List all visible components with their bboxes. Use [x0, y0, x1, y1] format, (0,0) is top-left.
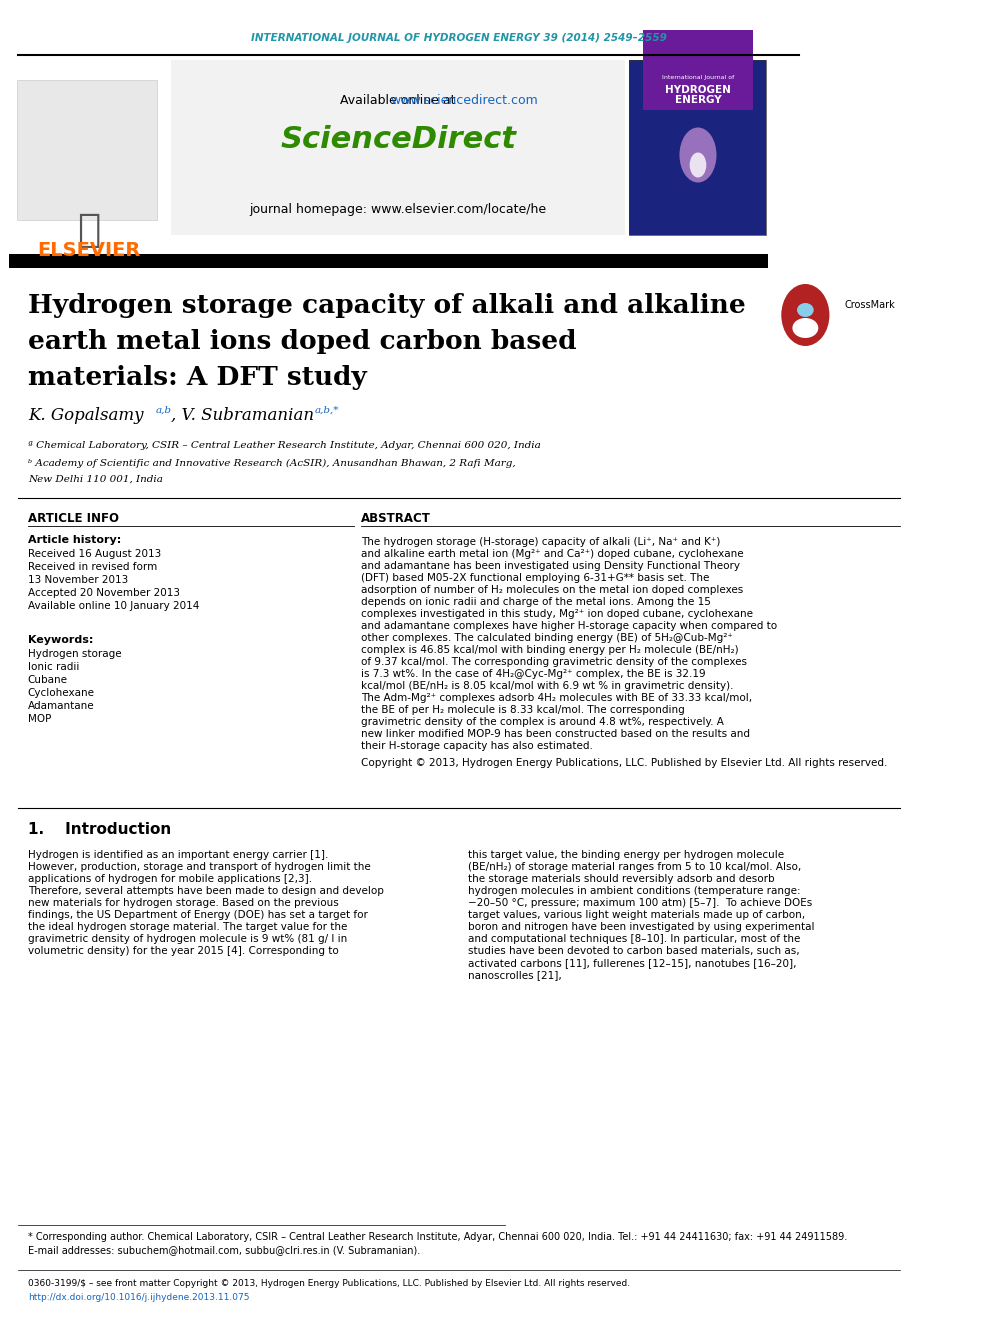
- Text: (BE/nH₂) of storage material ranges from 5 to 10 kcal/mol. Also,: (BE/nH₂) of storage material ranges from…: [468, 863, 802, 872]
- Text: kcal/mol (BE/nH₂ is 8.05 kcal/mol with 6.9 wt % in gravimetric density).: kcal/mol (BE/nH₂ is 8.05 kcal/mol with 6…: [361, 681, 733, 691]
- Text: 🌳: 🌳: [77, 210, 100, 249]
- Text: International Journal of: International Journal of: [662, 75, 734, 81]
- Text: CrossMark: CrossMark: [844, 300, 895, 310]
- Text: boron and nitrogen have been investigated by using experimental: boron and nitrogen have been investigate…: [468, 922, 814, 931]
- Text: complex is 46.85 kcal/mol with binding energy per H₂ molecule (BE/nH₂): complex is 46.85 kcal/mol with binding e…: [361, 646, 739, 655]
- Text: −20–50 °C, pressure; maximum 100 atm) [5–7].  To achieve DOEs: −20–50 °C, pressure; maximum 100 atm) [5…: [468, 898, 812, 908]
- Text: Cubane: Cubane: [28, 675, 67, 685]
- Bar: [644, 30, 753, 110]
- Text: volumetric density) for the year 2015 [4]. Corresponding to: volumetric density) for the year 2015 [4…: [28, 946, 338, 957]
- Text: nanoscrolles [21],: nanoscrolles [21],: [468, 970, 562, 980]
- Text: Hydrogen storage capacity of alkali and alkaline: Hydrogen storage capacity of alkali and …: [28, 292, 746, 318]
- Text: http://dx.doi.org/10.1016/j.ijhydene.2013.11.075: http://dx.doi.org/10.1016/j.ijhydene.201…: [28, 1294, 249, 1303]
- Text: Hydrogen storage: Hydrogen storage: [28, 650, 121, 659]
- Text: Available online at: Available online at: [340, 94, 455, 106]
- Text: ARTICLE INFO: ARTICLE INFO: [28, 512, 119, 524]
- Text: the storage materials should reversibly adsorb and desorb: the storage materials should reversibly …: [468, 875, 775, 884]
- Text: * Corresponding author. Chemical Laboratory, CSIR – Central Leather Research Ins: * Corresponding author. Chemical Laborat…: [28, 1232, 847, 1242]
- Ellipse shape: [782, 284, 829, 347]
- Text: www.sciencedirect.com: www.sciencedirect.com: [391, 94, 539, 106]
- Text: a,b: a,b: [156, 406, 172, 414]
- Text: and adamantane has been investigated using Density Functional Theory: and adamantane has been investigated usi…: [361, 561, 740, 572]
- Text: INTERNATIONAL JOURNAL OF HYDROGEN ENERGY 39 (2014) 2549–2559: INTERNATIONAL JOURNAL OF HYDROGEN ENERGY…: [251, 33, 667, 44]
- Text: , V. Subramanian: , V. Subramanian: [172, 406, 314, 423]
- Text: journal homepage: www.elsevier.com/locate/he: journal homepage: www.elsevier.com/locat…: [250, 204, 547, 217]
- Text: Therefore, several attempts have been made to design and develop: Therefore, several attempts have been ma…: [28, 886, 384, 896]
- Text: New Delhi 110 001, India: New Delhi 110 001, India: [28, 475, 163, 483]
- Text: ELSEVIER: ELSEVIER: [37, 241, 141, 259]
- Text: this target value, the binding energy per hydrogen molecule: this target value, the binding energy pe…: [468, 849, 785, 860]
- Text: The hydrogen storage (H-storage) capacity of alkali (Li⁺, Na⁺ and K⁺): The hydrogen storage (H-storage) capacit…: [361, 537, 720, 546]
- Text: applications of hydrogen for mobile applications [2,3].: applications of hydrogen for mobile appl…: [28, 875, 311, 884]
- Text: studies have been devoted to carbon based materials, such as,: studies have been devoted to carbon base…: [468, 946, 800, 957]
- Ellipse shape: [793, 318, 818, 337]
- Text: and adamantane complexes have higher H-storage capacity when compared to: and adamantane complexes have higher H-s…: [361, 620, 777, 631]
- Text: gravimetric density of the complex is around 4.8 wt%, respectively. A: gravimetric density of the complex is ar…: [361, 717, 724, 728]
- Text: gravimetric density of hydrogen molecule is 9 wt% (81 g/ l in: gravimetric density of hydrogen molecule…: [28, 934, 347, 945]
- Text: 13 November 2013: 13 November 2013: [28, 576, 128, 585]
- Text: ENERGY: ENERGY: [675, 95, 721, 105]
- Ellipse shape: [797, 303, 813, 318]
- Text: MOP: MOP: [28, 714, 52, 724]
- Bar: [630, 60, 767, 235]
- Text: ScienceDirect: ScienceDirect: [280, 126, 516, 155]
- Text: new materials for hydrogen storage. Based on the previous: new materials for hydrogen storage. Base…: [28, 898, 338, 908]
- Text: materials: A DFT study: materials: A DFT study: [28, 365, 366, 389]
- Text: Copyright © 2013, Hydrogen Energy Publications, LLC. Published by Elsevier Ltd. : Copyright © 2013, Hydrogen Energy Public…: [361, 758, 888, 767]
- Text: hydrogen molecules in ambient conditions (temperature range:: hydrogen molecules in ambient conditions…: [468, 886, 801, 896]
- Text: complexes investigated in this study, Mg²⁺ ion doped cubane, cyclohexane: complexes investigated in this study, Mg…: [361, 609, 753, 619]
- Text: depends on ionic radii and charge of the metal ions. Among the 15: depends on ionic radii and charge of the…: [361, 597, 711, 607]
- Text: the BE of per H₂ molecule is 8.33 kcal/mol. The corresponding: the BE of per H₂ molecule is 8.33 kcal/m…: [361, 705, 684, 714]
- Text: ª Chemical Laboratory, CSIR – Central Leather Research Institute, Adyar, Chennai: ª Chemical Laboratory, CSIR – Central Le…: [28, 441, 541, 450]
- Text: new linker modified MOP-9 has been constructed based on the results and: new linker modified MOP-9 has been const…: [361, 729, 750, 740]
- Text: Article history:: Article history:: [28, 534, 121, 545]
- Text: E-mail addresses: subuchem@hotmail.com, subbu@clri.res.in (V. Subramanian).: E-mail addresses: subuchem@hotmail.com, …: [28, 1245, 420, 1256]
- Text: ᵇ Academy of Scientific and Innovative Research (AcSIR), Anusandhan Bhawan, 2 Ra: ᵇ Academy of Scientific and Innovative R…: [28, 459, 516, 467]
- Text: and alkaline earth metal ion (Mg²⁺ and Ca²⁺) doped cubane, cyclohexane: and alkaline earth metal ion (Mg²⁺ and C…: [361, 549, 744, 560]
- Text: their H-storage capacity has also estimated.: their H-storage capacity has also estima…: [361, 741, 593, 751]
- Text: Ionic radii: Ionic radii: [28, 662, 79, 672]
- Ellipse shape: [680, 127, 716, 183]
- Text: ABSTRACT: ABSTRACT: [361, 512, 431, 524]
- Text: the ideal hydrogen storage material. The target value for the: the ideal hydrogen storage material. The…: [28, 922, 347, 931]
- Text: The Adm-Mg²⁺ complexes adsorb 4H₂ molecules with BE of 33.33 kcal/mol,: The Adm-Mg²⁺ complexes adsorb 4H₂ molecu…: [361, 693, 752, 703]
- Text: 0360-3199/$ – see front matter Copyright © 2013, Hydrogen Energy Publications, L: 0360-3199/$ – see front matter Copyright…: [28, 1278, 630, 1287]
- Text: (DFT) based M05-2X functional employing 6-31+G** basis set. The: (DFT) based M05-2X functional employing …: [361, 573, 709, 583]
- Text: HYDROGEN: HYDROGEN: [665, 85, 731, 95]
- Bar: [9, 60, 167, 235]
- Ellipse shape: [689, 152, 706, 177]
- Text: However, production, storage and transport of hydrogen limit the: However, production, storage and transpo…: [28, 863, 371, 872]
- Text: other complexes. The calculated binding energy (BE) of 5H₂@Cub-Mg²⁺: other complexes. The calculated binding …: [361, 632, 733, 643]
- Bar: [17, 79, 158, 220]
- Text: Received in revised form: Received in revised form: [28, 562, 157, 572]
- Text: adsorption of number of H₂ molecules on the metal ion doped complexes: adsorption of number of H₂ molecules on …: [361, 585, 743, 595]
- Text: Keywords:: Keywords:: [28, 635, 93, 646]
- Bar: [630, 60, 767, 235]
- Text: target values, various light weight materials made up of carbon,: target values, various light weight mate…: [468, 910, 806, 919]
- Text: Received 16 August 2013: Received 16 August 2013: [28, 549, 161, 560]
- Text: a,b,*: a,b,*: [314, 406, 339, 414]
- Text: K. Gopalsamy: K. Gopalsamy: [28, 406, 143, 423]
- Text: Cyclohexane: Cyclohexane: [28, 688, 95, 699]
- Text: Accepted 20 November 2013: Accepted 20 November 2013: [28, 587, 180, 598]
- Text: and computational techniques [8–10]. In particular, most of the: and computational techniques [8–10]. In …: [468, 934, 801, 945]
- Text: of 9.37 kcal/mol. The corresponding gravimetric density of the complexes: of 9.37 kcal/mol. The corresponding grav…: [361, 658, 747, 667]
- Bar: [9, 254, 769, 269]
- Bar: [172, 60, 625, 235]
- Text: is 7.3 wt%. In the case of 4H₂@Cyc-Mg²⁺ complex, the BE is 32.19: is 7.3 wt%. In the case of 4H₂@Cyc-Mg²⁺ …: [361, 669, 705, 679]
- Text: Adamantane: Adamantane: [28, 701, 94, 710]
- Text: 1.    Introduction: 1. Introduction: [28, 823, 171, 837]
- Text: Hydrogen is identified as an important energy carrier [1].: Hydrogen is identified as an important e…: [28, 849, 328, 860]
- Text: activated carbons [11], fullerenes [12–15], nanotubes [16–20],: activated carbons [11], fullerenes [12–1…: [468, 958, 797, 968]
- Text: earth metal ions doped carbon based: earth metal ions doped carbon based: [28, 328, 576, 353]
- Text: findings, the US Department of Energy (DOE) has set a target for: findings, the US Department of Energy (D…: [28, 910, 368, 919]
- Text: Available online 10 January 2014: Available online 10 January 2014: [28, 601, 199, 611]
